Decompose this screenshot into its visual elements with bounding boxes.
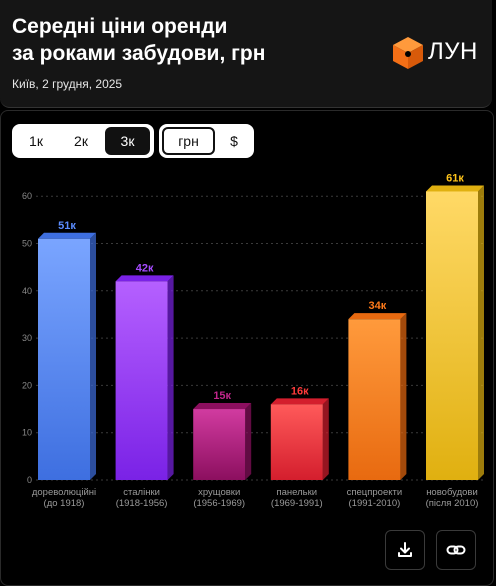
bar-side <box>400 313 407 480</box>
y-tick-label: 0 <box>27 475 32 485</box>
y-tick-label: 20 <box>22 380 32 390</box>
bar <box>115 281 168 480</box>
y-tick-label: 60 <box>22 191 32 201</box>
bar <box>270 404 323 480</box>
y-tick-label: 30 <box>22 333 32 343</box>
bar-value-label: 42к <box>136 262 154 274</box>
rooms-option-1k[interactable]: 1к <box>29 133 43 149</box>
bar-top <box>426 185 484 192</box>
bar <box>348 319 401 480</box>
y-tick-label: 10 <box>22 428 32 438</box>
x-category-label: (1991-2010) <box>349 498 401 509</box>
bar <box>426 191 478 480</box>
y-tick-label: 50 <box>22 238 32 248</box>
chart-subtitle: Київ, 2 грудня, 2025 <box>12 77 123 91</box>
bar-side <box>167 275 174 480</box>
bar-top <box>38 232 96 239</box>
bar-value-label: 61к <box>446 172 464 184</box>
x-category-label: новобудови <box>426 487 478 498</box>
x-category-label: (1956-1969) <box>193 498 245 509</box>
brand-logo: ЛУН <box>392 34 488 74</box>
bar-value-label: 15к <box>213 390 231 402</box>
x-category-label: (1918-1956) <box>116 498 168 509</box>
title-line-1: Середні ціни оренди <box>12 15 228 38</box>
rooms-option-2k[interactable]: 2к <box>74 133 88 149</box>
x-category-label: (після 2010) <box>426 498 479 509</box>
bar <box>38 238 90 480</box>
currency-option-uah[interactable]: грн <box>162 127 215 155</box>
title-line-2: за роками забудови, грн <box>12 42 266 65</box>
y-tick-label: 40 <box>22 286 32 296</box>
bar-top <box>115 275 174 282</box>
x-category-label: спецпроекти <box>347 487 403 498</box>
currency-toggle: грн $ <box>159 124 254 158</box>
cube-logo-icon <box>393 37 423 69</box>
x-category-label: панельки <box>276 487 317 498</box>
rooms-toggle: 1к 2к 3к <box>12 124 154 158</box>
download-button[interactable] <box>385 530 425 570</box>
bar-side <box>90 232 96 480</box>
rooms-option-3k[interactable]: 3к <box>105 127 150 155</box>
x-category-label: сталінки <box>123 487 160 498</box>
bar <box>193 409 246 480</box>
bar-value-label: 16к <box>291 385 309 397</box>
currency-option-usd[interactable]: $ <box>230 133 238 149</box>
bar-side <box>245 403 252 480</box>
x-category-label: (до 1918) <box>44 498 85 509</box>
share-link-button[interactable] <box>436 530 476 570</box>
link-icon <box>446 545 466 555</box>
bar-chart: 0 10 20 30 40 50 60 51к дореволюційні(до 1918) 42… <box>22 172 486 509</box>
bar-side <box>322 398 329 480</box>
download-icon <box>398 542 412 557</box>
chart-header: Середні ціни оренди за роками забудови, … <box>0 0 492 108</box>
bar-value-label: 51к <box>58 220 76 232</box>
x-category-label: (1969-1991) <box>271 498 323 509</box>
x-category-label: хрущовки <box>198 487 240 498</box>
x-category-label: дореволюційні <box>32 487 96 498</box>
chart-title: Середні ціни оренди за роками забудови, … <box>12 13 392 67</box>
bar-top <box>348 313 407 320</box>
bar-top <box>270 398 329 405</box>
bar-top <box>193 403 252 410</box>
brand-name: ЛУН <box>428 38 478 65</box>
bar-side <box>478 185 484 480</box>
bar-value-label: 34к <box>369 300 387 312</box>
